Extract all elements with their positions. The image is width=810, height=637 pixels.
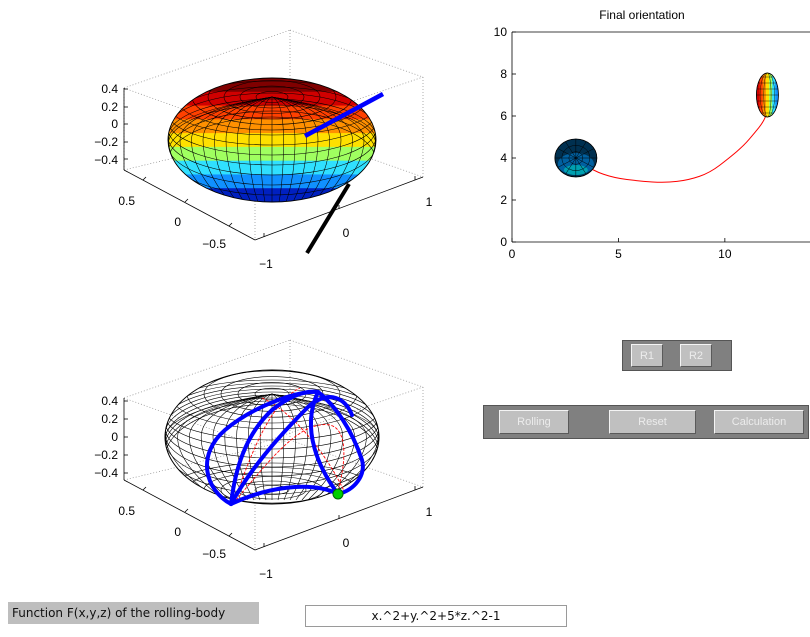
- x-tick-label: −1: [259, 567, 273, 581]
- chart-title: Final orientation: [599, 8, 684, 22]
- z-tick-label: −0.2: [94, 448, 118, 462]
- y-tick-label: 0: [500, 235, 507, 249]
- y-tick-label: 6: [500, 109, 507, 123]
- control-button-group: Rolling Reset Calculation: [483, 405, 809, 439]
- y-tick-label: 0.5: [118, 504, 135, 518]
- z-tick-label: 0: [111, 430, 118, 444]
- y-tick-label: −0.5: [202, 547, 226, 561]
- y-tick-label: −0.5: [202, 237, 226, 251]
- x-tick-label: 0: [343, 226, 350, 240]
- z-tick-label: 0.2: [101, 100, 118, 114]
- x-tick-label: 1: [426, 195, 433, 209]
- final-orientation-plot: Final orientation 0 5 10 0 2 4 6 8 10: [494, 8, 810, 261]
- z-tick-label: −0.4: [94, 466, 118, 480]
- z-tick-label: 0.4: [101, 394, 118, 408]
- end-ellipsoid-marker: [756, 72, 779, 118]
- calculation-button[interactable]: Calculation: [714, 410, 804, 434]
- reset-button[interactable]: Reset: [609, 410, 696, 434]
- x-tick-label: 5: [615, 247, 622, 261]
- ellipsoid-3d-plot-top: 0.4 0.2 0 −0.2 −0.4 0.5 0 −0.5 −1 0 1: [94, 29, 433, 271]
- trajectory-line: [575, 111, 768, 183]
- y-tick-label: 0: [174, 525, 181, 539]
- ellipsoid-wireframe: [165, 370, 379, 504]
- y-tick-label: 0.5: [118, 194, 135, 208]
- roller-select-group: R1 R2: [622, 340, 732, 371]
- y-tick-label: 4: [500, 151, 507, 165]
- contact-point-marker: [332, 488, 344, 500]
- x-tick-label: 1: [426, 505, 433, 519]
- z-tick-label: −0.4: [94, 153, 118, 167]
- z-tick-label: 0.4: [101, 82, 118, 96]
- y-tick-label: 0: [174, 215, 181, 229]
- x-tick-label: −1: [259, 257, 273, 271]
- r2-button[interactable]: R2: [680, 344, 712, 367]
- y-tick-label: 8: [500, 67, 507, 81]
- x-tick-label: 10: [718, 247, 732, 261]
- z-tick-label: 0.2: [101, 412, 118, 426]
- x-tick-label: 0: [343, 536, 350, 550]
- rotation-axis-rod: [303, 92, 385, 138]
- axes-box: [123, 339, 424, 550]
- ellipsoid-3d-plot-bottom: 0.4 0.2 0 −0.2 −0.4 0.5 0 −0.5 −1 0 1: [94, 339, 433, 581]
- rolling-button[interactable]: Rolling: [499, 410, 569, 434]
- function-input[interactable]: [305, 605, 567, 627]
- start-ellipsoid-marker: [554, 138, 598, 178]
- z-tick-label: 0: [111, 117, 118, 131]
- y-tick-label: 10: [494, 25, 508, 39]
- z-tick-label: −0.2: [94, 135, 118, 149]
- x-tick-label: 0: [509, 247, 516, 261]
- y-tick-label: 2: [500, 193, 507, 207]
- function-label: Function F(x,y,z) of the rolling-body: [8, 602, 259, 624]
- r1-button[interactable]: R1: [631, 344, 663, 367]
- rolling-path-curve: [205, 389, 365, 506]
- contact-normal-rod: [305, 182, 351, 255]
